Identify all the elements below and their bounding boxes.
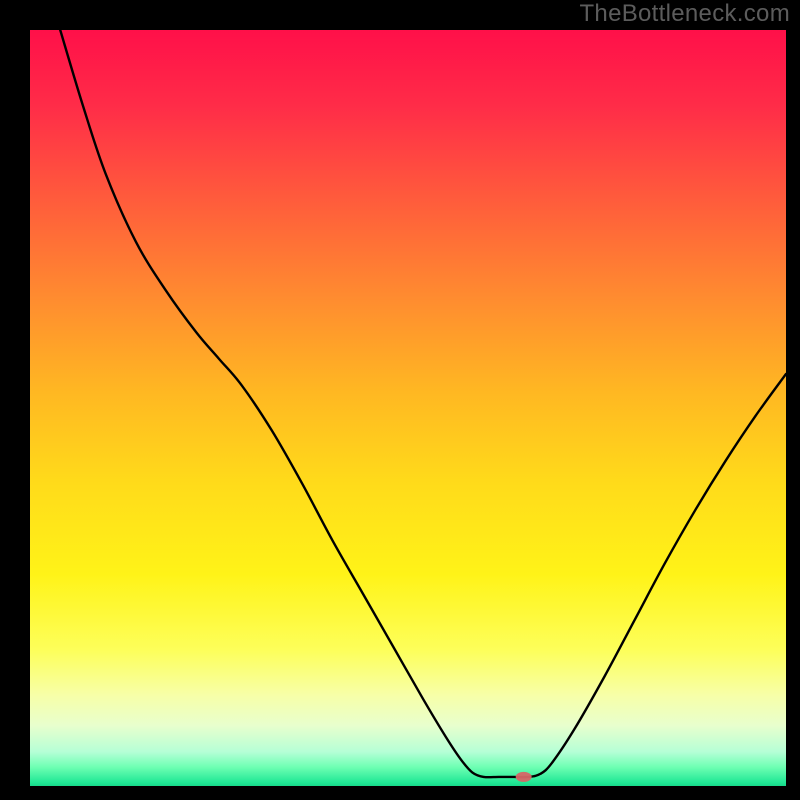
chart-plot-area [30, 30, 786, 786]
optimal-point-marker [516, 772, 532, 782]
watermark-text: TheBottleneck.com [579, 0, 790, 28]
bottleneck-line-chart [30, 30, 786, 786]
